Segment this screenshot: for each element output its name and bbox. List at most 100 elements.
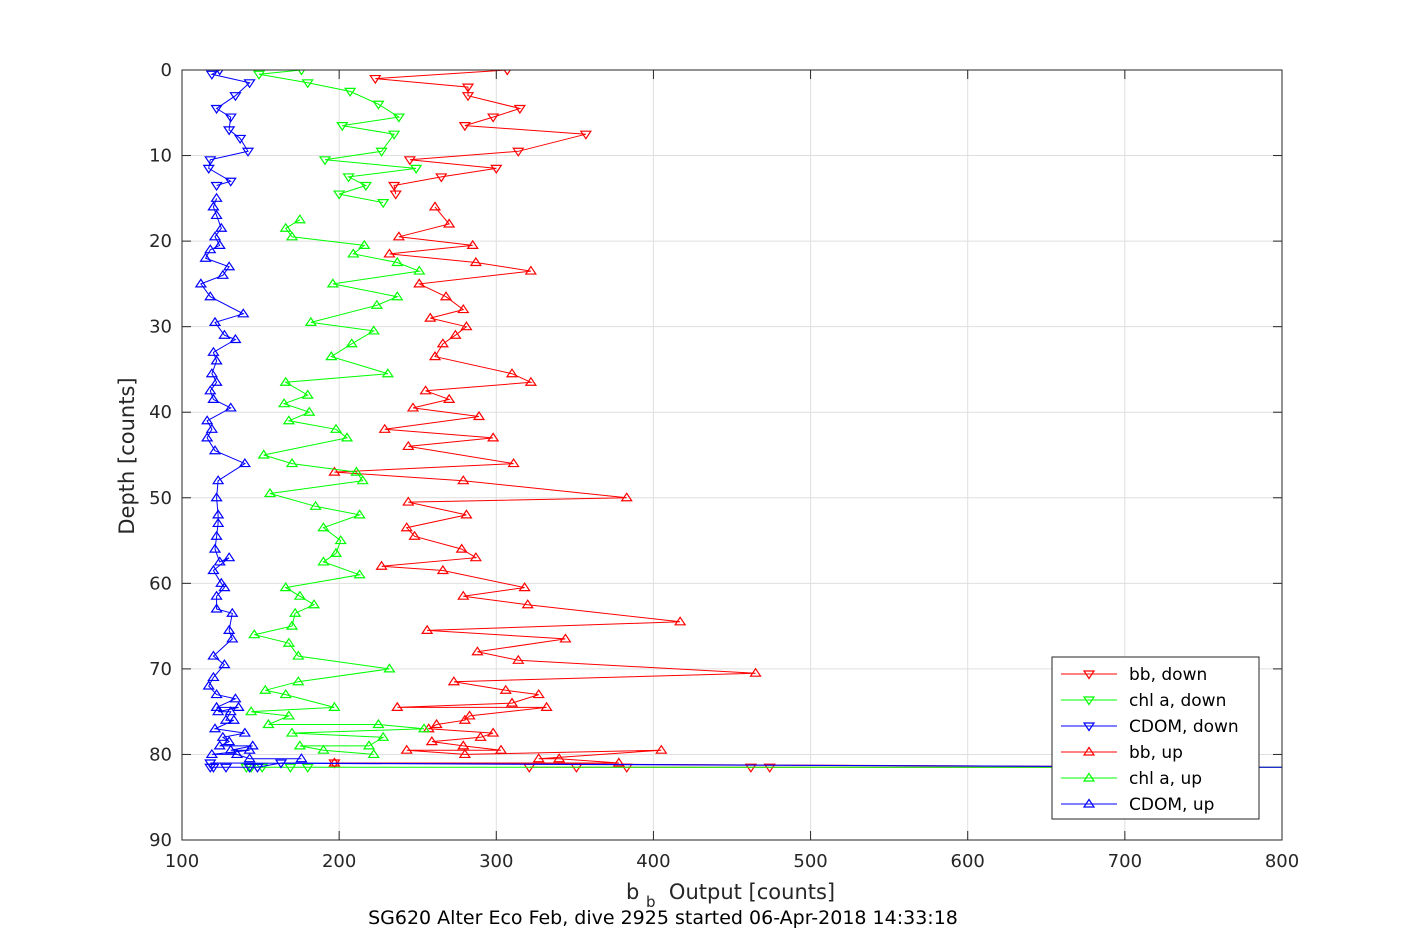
data-point: [487, 727, 500, 737]
data-point: [282, 415, 295, 425]
data-point: [487, 113, 500, 123]
data-point: [204, 156, 217, 166]
series-line: [258, 70, 417, 204]
data-point: [466, 239, 479, 249]
data-point: [744, 763, 757, 773]
data-point: [328, 466, 341, 476]
x-tick-label: 300: [479, 851, 513, 872]
data-point: [229, 333, 242, 344]
data-point: [303, 406, 316, 416]
data-point: [223, 552, 236, 562]
data-point: [356, 475, 369, 485]
data-point: [436, 564, 449, 575]
data-point: [403, 156, 416, 166]
data-point: [216, 731, 229, 741]
data-point: [207, 346, 220, 356]
data-point: [208, 231, 222, 241]
data-point: [205, 748, 218, 759]
data-point: [503, 70, 512, 76]
data-point: [392, 231, 405, 241]
data-point: [215, 577, 228, 587]
legend-marker: [1082, 798, 1096, 808]
data-point: [362, 740, 376, 750]
data-point: [317, 522, 330, 532]
data-point: [285, 727, 299, 737]
data-point: [353, 509, 366, 519]
data-point: [436, 338, 449, 348]
data-point: [257, 449, 270, 459]
data-point: [347, 248, 360, 258]
legend-box: [1051, 656, 1260, 820]
data-point: [443, 393, 456, 403]
data-point: [455, 543, 468, 553]
data-point: [210, 209, 223, 220]
data-point: [655, 744, 668, 754]
data-point: [518, 582, 531, 592]
data-point: [457, 303, 470, 314]
data-point: [345, 338, 358, 348]
data-point: [512, 654, 525, 664]
data-point: [457, 475, 470, 485]
data-point: [218, 329, 231, 339]
data-point: [458, 748, 471, 759]
data-point: [410, 164, 423, 174]
data-point: [295, 753, 308, 763]
data-point: [336, 122, 349, 132]
data-point: [377, 731, 390, 741]
y-tick-label: 60: [149, 573, 172, 594]
data-point: [218, 659, 231, 669]
data-point: [353, 569, 366, 579]
data-point: [329, 423, 343, 433]
data-point: [763, 763, 776, 773]
data-point: [375, 560, 388, 570]
x-axis-label: b b Output [counts]: [626, 880, 835, 912]
data-point: [207, 671, 220, 682]
data-point: [326, 278, 339, 288]
data-point: [457, 590, 470, 600]
data-point: [278, 398, 291, 408]
data-point: [223, 126, 236, 136]
data-point: [224, 113, 237, 123]
data-point: [435, 173, 448, 183]
legend-label: chl a, up: [1129, 769, 1202, 789]
data-point: [447, 676, 460, 686]
data-point: [388, 130, 401, 140]
data-point: [400, 522, 413, 532]
data-point: [458, 122, 471, 132]
data-point: [213, 239, 226, 249]
x-tick-label: 800: [1265, 851, 1299, 872]
data-point: [285, 620, 299, 630]
plot-frame: [181, 69, 1283, 841]
data-point: [417, 723, 431, 733]
data-point: [413, 278, 426, 288]
data-point: [210, 688, 223, 699]
data-point: [229, 92, 242, 102]
data-point: [199, 252, 212, 262]
data-point: [307, 599, 321, 609]
data-point: [383, 663, 396, 673]
data-point: [301, 389, 314, 399]
data-point: [490, 164, 503, 174]
data-point: [223, 736, 236, 746]
data-point: [230, 748, 244, 759]
data-point: [210, 590, 223, 600]
series-4: [245, 214, 431, 759]
data-point: [413, 265, 426, 275]
x-tick-label: 100: [165, 851, 199, 872]
data-point: [612, 757, 625, 767]
data-point: [202, 164, 215, 174]
data-point: [317, 556, 330, 566]
data-point: [224, 744, 237, 754]
data-point: [430, 718, 443, 729]
data-point: [471, 646, 484, 656]
x-axis-label-b: b: [626, 880, 639, 904]
data-point: [328, 701, 341, 711]
x-axis-label-subscript: b: [646, 893, 656, 911]
data-point: [229, 693, 242, 703]
series-line: [251, 219, 425, 755]
data-point: [358, 239, 371, 249]
data-point: [421, 624, 434, 634]
y-tick-label: 30: [149, 317, 172, 338]
y-tick-label: 80: [149, 744, 172, 765]
